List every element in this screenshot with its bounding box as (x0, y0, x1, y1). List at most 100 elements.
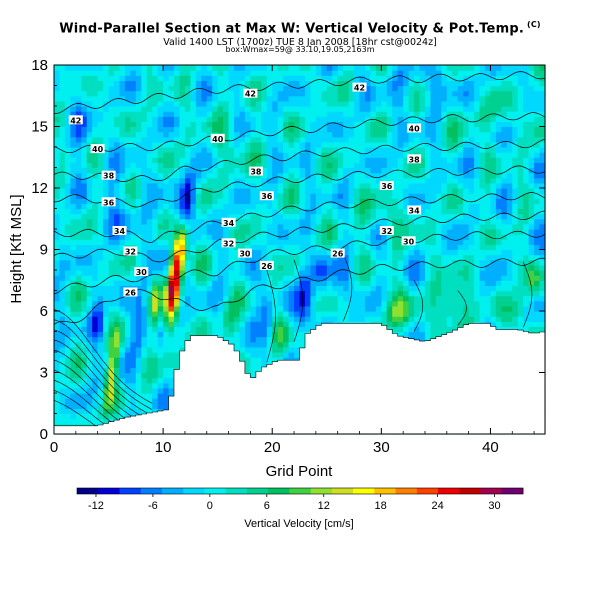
velocity-cell (119, 70, 126, 76)
velocity-cell (359, 106, 366, 112)
velocity-cell (375, 141, 382, 148)
velocity-cell (250, 95, 257, 102)
velocity-cell (277, 264, 284, 271)
velocity-cell (217, 147, 224, 153)
velocity-cell (370, 244, 377, 251)
velocity-cell (75, 106, 82, 112)
velocity-cell (392, 311, 399, 317)
velocity-cell (321, 218, 328, 225)
velocity-cell (304, 100, 312, 107)
velocity-cell (152, 85, 159, 92)
velocity-cell (370, 75, 377, 81)
velocity-cell (299, 331, 306, 338)
velocity-cell (277, 152, 284, 158)
velocity-cell (375, 223, 382, 230)
velocity-cell (92, 264, 99, 271)
velocity-cell (337, 311, 344, 317)
velocity-cell (266, 95, 273, 102)
velocity-cell (424, 213, 432, 220)
velocity-cell (141, 162, 148, 169)
velocity-cell (157, 111, 164, 117)
velocity-cell (403, 85, 410, 92)
velocity-cell (212, 70, 219, 76)
velocity-cell (119, 95, 126, 102)
velocity-cell (114, 341, 121, 348)
velocity-cell (392, 188, 399, 194)
velocity-cell (157, 326, 164, 333)
velocity-cell (326, 85, 333, 92)
velocity-cell (217, 213, 224, 220)
velocity-cell (354, 285, 361, 292)
velocity-cell (419, 116, 426, 122)
velocity-cell (141, 70, 148, 76)
velocity-cell (201, 95, 208, 102)
velocity-cell (408, 331, 415, 338)
velocity-cell (64, 70, 71, 76)
velocity-cell (179, 116, 186, 122)
velocity-cell (354, 213, 361, 220)
velocity-cell (419, 259, 426, 266)
velocity-cell (81, 213, 88, 220)
velocity-cell (141, 295, 148, 302)
velocity-cell (239, 80, 246, 87)
velocity-cell (310, 295, 317, 302)
velocity-cell (54, 208, 61, 215)
velocity-cell (299, 70, 306, 76)
velocity-cell (370, 295, 377, 302)
velocity-cell (277, 90, 284, 97)
velocity-cell (277, 218, 284, 225)
velocity-cell (419, 70, 426, 76)
velocity-cell (234, 285, 241, 292)
velocity-cell (234, 80, 241, 87)
velocity-cell (190, 162, 197, 169)
velocity-cell (414, 275, 421, 281)
velocity-cell (217, 316, 224, 322)
velocity-cell (419, 95, 426, 102)
velocity-cell (92, 285, 99, 292)
velocity-cell (359, 229, 366, 235)
velocity-cell (124, 311, 131, 317)
velocity-cell (332, 316, 339, 322)
velocity-cell (354, 126, 361, 133)
velocity-cell (277, 147, 284, 153)
velocity-cell (375, 177, 382, 184)
velocity-cell (294, 223, 301, 230)
velocity-cell (97, 121, 104, 128)
velocity-cell (250, 106, 257, 112)
velocity-cell (375, 172, 382, 179)
velocity-cell (64, 264, 71, 271)
velocity-cell (201, 131, 208, 138)
velocity-cell (354, 193, 361, 199)
velocity-cell (234, 331, 241, 338)
velocity-cell (288, 141, 295, 148)
velocity-cell (92, 393, 99, 399)
velocity-cell (119, 147, 126, 153)
velocity-cell (266, 311, 273, 317)
velocity-cell (201, 290, 208, 297)
velocity-cell (130, 362, 137, 368)
velocity-cell (266, 285, 273, 292)
velocity-cell (364, 198, 372, 204)
velocity-cell (201, 188, 208, 194)
velocity-cell (108, 346, 115, 353)
velocity-cell (266, 75, 273, 81)
velocity-cell (146, 111, 153, 117)
velocity-cell (370, 259, 377, 266)
velocity-cell (326, 75, 333, 81)
velocity-cell (332, 70, 339, 76)
velocity-cell (190, 131, 197, 138)
velocity-cell (163, 305, 170, 312)
velocity-cell (430, 311, 437, 317)
velocity-cell (294, 259, 301, 266)
velocity-cell (310, 290, 317, 297)
velocity-cell (299, 198, 306, 204)
velocity-cell (392, 326, 399, 333)
velocity-cell (195, 111, 202, 117)
velocity-cell (315, 80, 322, 87)
velocity-cell (332, 280, 339, 286)
velocity-cell (174, 346, 181, 353)
velocity-cell (54, 352, 61, 358)
velocity-cell (430, 321, 437, 327)
velocity-cell (146, 177, 153, 184)
velocity-cell (217, 264, 224, 271)
